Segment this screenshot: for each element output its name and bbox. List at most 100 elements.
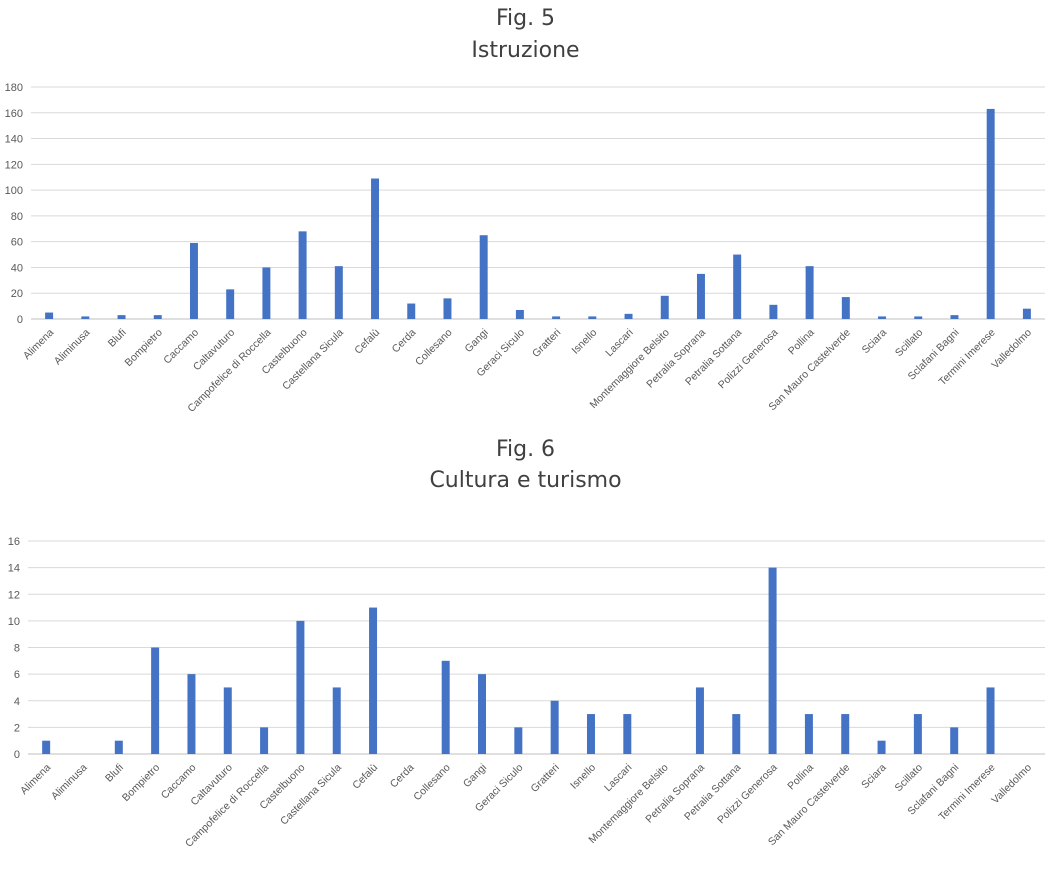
x-tick-label: Gangi bbox=[462, 327, 490, 355]
x-tick-label: Bompietro bbox=[120, 762, 162, 804]
y-tick-label: 4 bbox=[14, 696, 20, 708]
bar bbox=[914, 316, 923, 319]
x-tick-label: Valledolmo bbox=[989, 762, 1034, 807]
bar bbox=[805, 266, 814, 319]
x-tick-label: Scillato bbox=[893, 762, 926, 795]
chart-istruzione: Fig. 5 Istruzione 0 20 40 60 80 100 120 140 160 1… bbox=[0, 0, 1051, 430]
bar bbox=[877, 740, 886, 754]
bar bbox=[296, 620, 305, 754]
x-tick-label: Cefalù bbox=[350, 762, 380, 792]
y-tick-label: 120 bbox=[5, 159, 23, 171]
x-tick-label: Lascari bbox=[603, 327, 635, 359]
chart-plot: 0 20 40 60 80 100 120 140 160 180 AlimenaAliminusa… bbox=[5, 82, 1045, 415]
x-tick-label: Alimena bbox=[18, 762, 53, 797]
bar bbox=[226, 289, 235, 319]
x-tick-label: Aliminusa bbox=[52, 327, 93, 368]
x-tick-label: Lascari bbox=[602, 762, 634, 794]
y-tick-label: 2 bbox=[14, 722, 20, 734]
x-tick-label: Castellana Sicula bbox=[280, 327, 346, 393]
x-tick-label: Blufi bbox=[106, 327, 129, 350]
bar bbox=[950, 727, 959, 754]
bar bbox=[695, 687, 704, 754]
x-tick-label: Isnello bbox=[569, 327, 599, 357]
x-tick-label: Pollina bbox=[785, 762, 816, 793]
chart-fig-number: Fig. 5 bbox=[495, 6, 556, 31]
bar bbox=[841, 714, 850, 754]
bar bbox=[913, 714, 922, 754]
x-tick-label: Collesano bbox=[411, 762, 453, 804]
bar bbox=[371, 178, 380, 319]
x-tick-label: Cerda bbox=[390, 327, 419, 356]
chart-fig-number: Fig. 6 bbox=[495, 437, 556, 462]
bar bbox=[586, 714, 595, 754]
x-tick-label: Sciara bbox=[860, 327, 890, 357]
y-tick-label: 40 bbox=[11, 262, 23, 274]
x-tick-label: Sciara bbox=[859, 762, 889, 792]
bar bbox=[151, 647, 160, 754]
y-tick-label: 0 bbox=[14, 749, 20, 761]
y-tick-label: 8 bbox=[14, 643, 20, 655]
x-tick-label: Blufi bbox=[103, 762, 126, 785]
x-tick-label: Alimena bbox=[21, 327, 56, 362]
x-tick-label: Gratteri bbox=[530, 327, 563, 360]
y-tick-label: 12 bbox=[8, 589, 20, 601]
bar bbox=[623, 714, 632, 754]
bar bbox=[262, 267, 271, 319]
x-tick-label: Aliminusa bbox=[49, 762, 90, 803]
bar bbox=[407, 303, 416, 319]
bar bbox=[732, 714, 741, 754]
bar bbox=[514, 727, 523, 754]
x-tick-label: Castelbuono bbox=[257, 762, 307, 812]
x-tick-label: Termini Imerese bbox=[936, 762, 997, 823]
bar bbox=[332, 687, 341, 754]
y-tick-label: 160 bbox=[5, 108, 23, 120]
bar bbox=[550, 700, 559, 754]
y-tick-label: 0 bbox=[17, 314, 23, 326]
x-tick-label: Cerda bbox=[388, 762, 417, 791]
bar bbox=[369, 607, 378, 754]
bar bbox=[1022, 308, 1031, 319]
bar bbox=[950, 315, 959, 319]
x-tick-label: Castellana Sicula bbox=[278, 762, 344, 828]
x-tick-label: Petralia Soprana bbox=[643, 762, 707, 826]
x-tick-label: Campofelice di Roccella bbox=[183, 762, 271, 850]
x-tick-label: Gangi bbox=[461, 762, 489, 790]
x-tick-label: Caccamo bbox=[159, 762, 199, 802]
bar bbox=[443, 298, 452, 319]
bar bbox=[334, 266, 343, 319]
x-tick-label: Cefalù bbox=[352, 327, 382, 357]
chart-title: Istruzione bbox=[471, 38, 580, 63]
y-tick-label: 6 bbox=[14, 669, 20, 681]
x-tick-label: Sclafani Bagni bbox=[905, 762, 961, 818]
y-tick-label: 60 bbox=[11, 237, 23, 249]
bar bbox=[298, 231, 307, 319]
y-tick-label: 20 bbox=[11, 288, 23, 300]
x-tick-label: Petralia Sottana bbox=[682, 762, 743, 823]
bar bbox=[515, 309, 524, 319]
x-tick-label: Geraci Siculo bbox=[473, 762, 526, 815]
bar bbox=[660, 295, 669, 319]
bar bbox=[769, 304, 778, 319]
x-tick-label: San Mauro Castelverde bbox=[766, 762, 853, 849]
x-tick-label: Collesano bbox=[413, 327, 455, 369]
y-tick-label: 100 bbox=[5, 185, 23, 197]
bar bbox=[114, 740, 123, 754]
bar bbox=[768, 567, 777, 754]
bar bbox=[552, 316, 561, 319]
x-tick-label: Pollina bbox=[786, 327, 817, 358]
bar bbox=[479, 235, 488, 319]
x-tick-label: Montemaggiore Belsito bbox=[586, 762, 671, 847]
bar bbox=[804, 714, 813, 754]
y-tick-label: 180 bbox=[5, 82, 23, 94]
bar bbox=[153, 315, 162, 319]
x-tick-label: Gratteri bbox=[529, 762, 562, 795]
x-tick-label: Polizzi Generosa bbox=[715, 762, 780, 827]
bar bbox=[117, 315, 126, 319]
y-tick-label: 14 bbox=[8, 563, 20, 575]
bar bbox=[45, 312, 54, 319]
bar bbox=[986, 687, 995, 754]
x-tick-label: Valledolmo bbox=[989, 327, 1034, 372]
bar bbox=[733, 254, 742, 319]
bar bbox=[588, 316, 597, 319]
x-tick-label: Isnello bbox=[568, 762, 598, 792]
